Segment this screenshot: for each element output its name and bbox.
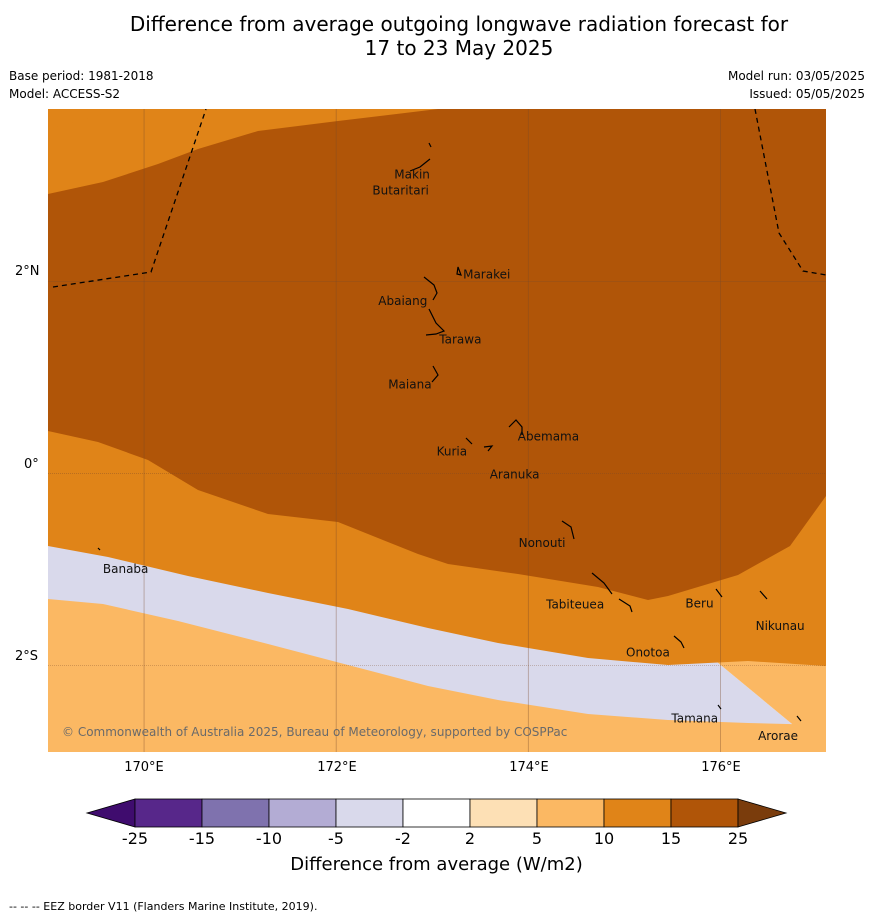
eez-border-right [754,109,826,276]
colorbar-tick-label: -2 [395,829,411,848]
colorbar-tick-label: 15 [660,829,682,848]
colorbar-tick-label: 5 [531,829,543,848]
place-label-beru: Beru [685,596,713,610]
abaiang-outline [423,276,438,301]
colorbar-title: Difference from average (W/m2) [290,854,583,875]
place-label-nikunau: Nikunau [756,619,805,633]
title-line-2: 17 to 23 May 2025 [364,36,554,60]
colorbar-bin [603,798,672,828]
marakei-outline [456,266,462,276]
colorbar-bin [670,798,739,828]
place-label-tamana: Tamana [670,712,718,726]
tabiteuea-outline [591,572,633,613]
eez-footnote: -- -- -- EEZ border V11 (Flanders Marine… [9,900,318,913]
model-run: Model run: 03/05/2025 [727,69,865,83]
copyright-text: © Commonwealth of Australia 2025, Bureau… [62,725,567,739]
lat-label-0: 0° [24,457,39,472]
tarawa-outline [425,308,446,336]
band-25 [48,109,826,600]
colorbar-bin [335,798,404,828]
map-title: Difference from average outgoing longwav… [0,12,873,60]
colorbar-tick-label: 25 [727,829,749,848]
banaba-outline [97,547,101,551]
place-label-maiana: Maiana [388,377,431,391]
colorbar [85,798,788,828]
meta-right: Model run: 03/05/2025 Issued: 05/05/2025 [728,67,865,103]
band-15-corner [48,109,118,129]
colorbar-bin [268,798,337,828]
place-label-arorae: Arorae [758,729,798,743]
onotoa-outline [673,635,685,649]
forecast-map: Makin Butaritari Marakei Abaiang Tarawa Maian… [48,109,826,752]
place-label-marakei: Marakei [463,268,510,282]
colorbar-bin [201,798,270,828]
colorbar-extend-low [85,798,136,828]
nikunau-outline [759,590,768,600]
meta-left: Base period: 1981-2018 Model: ACCESS-S2 [9,67,154,103]
lon-label-172e: 172°E [317,760,357,775]
place-label-abaiang: Abaiang [378,294,427,308]
tamana-outline [717,704,722,710]
place-label-onotoa: Onotoa [626,645,670,659]
nonouti-outline [561,520,575,540]
colorbar-bin [536,798,605,828]
lon-label-170e: 170°E [124,760,164,775]
colorbar-tick-label: -10 [255,829,283,848]
colorbar-bin [402,798,471,828]
colorbar-extend-high [737,798,788,828]
island-outlines [97,142,802,722]
base-period: Base period: 1981-2018 [9,69,154,83]
place-label-butaritari: Butaritari [372,184,429,198]
place-label-nonouti: Nonouti [519,536,566,550]
lat-label-2s: 2°S [15,649,39,664]
model-name: Model: ACCESS-S2 [9,87,121,101]
colorbar-bin [469,798,538,828]
lon-label-174e: 174°E [509,760,549,775]
colorbar-bin [134,798,203,828]
colorbar-tick-label: 10 [593,829,615,848]
colorbar-tick-label: -25 [121,829,149,848]
title-line-1: Difference from average outgoing longwav… [129,12,789,36]
place-label-kuria: Kuria [437,445,468,459]
place-label-tabiteuea: Tabiteuea [545,597,604,611]
kuria-outline [465,437,473,445]
eez-border-left [52,109,207,288]
place-label-aranuka: Aranuka [490,467,540,481]
beru-outline [715,588,723,598]
place-label-abemama: Abemama [518,429,579,443]
maiana-outline [431,365,439,383]
arorae-outline [796,715,802,722]
colorbar-tick-label: 2 [464,829,476,848]
lon-label-176e: 176°E [701,760,741,775]
abemama-outline [508,419,523,435]
aranuka-outline [483,445,494,452]
colorbar-tick-label: -5 [328,829,344,848]
place-label-makin: Makin [394,167,430,181]
place-label-tarawa: Tarawa [438,332,481,346]
issued-date: Issued: 05/05/2025 [749,87,865,101]
map-gridlines [48,109,826,752]
place-labels: Makin Butaritari Marakei Abaiang Tarawa Maian… [103,167,805,743]
lat-label-2n: 2°N [15,264,40,279]
colorbar-tick-label: -15 [188,829,216,848]
makin-outline [428,142,432,148]
place-label-banaba: Banaba [103,562,149,576]
butaritari-outline [409,158,431,172]
